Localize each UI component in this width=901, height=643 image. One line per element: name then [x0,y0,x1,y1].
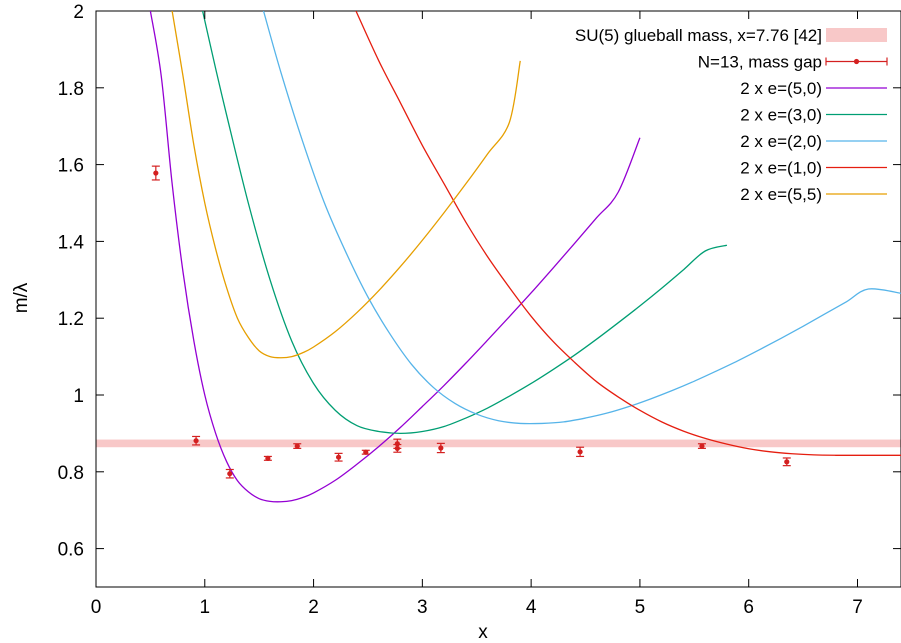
legend-swatch-marker [853,58,860,65]
data-point [151,165,160,181]
band-layer [96,439,901,448]
data-point [576,446,585,458]
point-marker [394,445,400,451]
data-point [293,443,302,449]
legend: SU(5) glueball mass, x=7.76 [42] N=13, ma… [575,26,888,204]
x-tick-label: 1 [199,597,210,618]
legend-label-series-4: 2 x e=(1,0) [740,159,822,178]
point-marker [227,471,233,477]
legend-label-series-5: 2 x e=(5,5) [740,185,822,204]
points-layer [151,165,791,479]
legend-label-band: SU(5) glueball mass, x=7.76 [42] [575,26,822,45]
series-line-5 [171,11,521,359]
y-tick-label: 1 [73,386,84,407]
point-marker [294,443,300,449]
legend-label-series-2: 2 x e=(3,0) [740,106,822,125]
x-tick-label: 5 [635,597,646,618]
x-tick-label: 7 [852,597,863,618]
series-line-1 [149,11,641,503]
point-marker [577,449,583,455]
data-point [263,455,272,461]
legend-label-series-1: 2 x e=(5,0) [740,79,822,98]
axes-frame [95,10,901,588]
point-marker [363,449,369,455]
legend-swatch-band [826,28,887,42]
y-axis-label: m/λ [11,282,32,313]
glueball-band [96,439,901,448]
y-tick-label: 0.6 [58,540,84,561]
series-line-3 [262,11,901,425]
point-marker [265,455,271,461]
x-tick-label: 4 [526,597,537,618]
legend-label-series-3: 2 x e=(2,0) [740,132,822,151]
x-tick-label: 6 [743,597,754,618]
x-tick-label: 3 [417,597,428,618]
ticks-layer: 0 1 2 3 4 5 6 7 0.6 0.8 1 1.2 1.4 1.6 1.8 2 [58,2,901,618]
series-line-4 [355,11,901,456]
data-point [393,443,402,453]
y-tick-label: 1.6 [58,156,84,177]
series-line-2 [201,11,728,435]
point-marker [784,459,790,465]
legend-label-points: N=13, mass gap [698,53,822,72]
x-tick-label: 2 [308,597,319,618]
point-marker [335,454,342,460]
data-point [436,442,445,454]
y-tick-label: 0.8 [58,463,84,484]
x-tick-label: 0 [91,597,102,618]
data-point [225,468,234,479]
data-point [334,452,343,462]
data-point [361,449,370,455]
y-tick-label: 1.8 [58,79,84,100]
data-point [697,443,706,449]
plot-frame [95,10,901,588]
y-tick-label: 1.4 [58,232,85,253]
point-marker [153,170,159,176]
point-marker [193,438,199,444]
point-marker [438,445,444,451]
x-axis-label: x [478,622,488,643]
y-tick-label: 1.2 [58,309,84,330]
series-layer [149,11,901,503]
data-point [192,435,201,446]
data-point [782,457,791,467]
y-tick-label: 2 [73,2,84,23]
point-marker [699,443,705,449]
